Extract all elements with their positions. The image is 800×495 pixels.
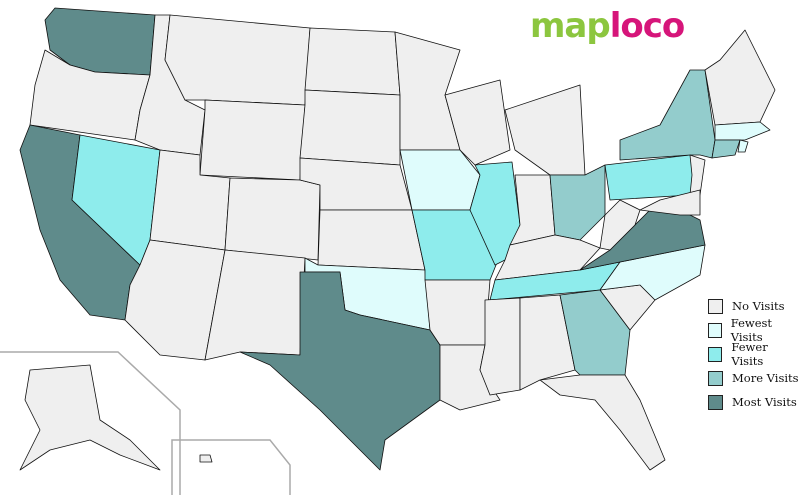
- legend-label: Fewer Visits: [731, 340, 768, 368]
- state-wi[interactable]: [444, 79, 511, 166]
- state-ne_me[interactable]: [704, 29, 776, 126]
- state-ri[interactable]: [737, 139, 749, 153]
- legend-item-more: More Visits: [708, 366, 800, 390]
- state-fl[interactable]: [539, 374, 666, 471]
- state-ar[interactable]: [424, 279, 491, 346]
- state-tx[interactable]: [239, 271, 441, 471]
- legend-swatch: [708, 322, 722, 338]
- state-wy[interactable]: [199, 99, 306, 181]
- legend-label: No Visits: [732, 299, 785, 313]
- state-ny[interactable]: [619, 69, 716, 161]
- state-co[interactable]: [224, 177, 321, 261]
- state-ms[interactable]: [479, 297, 521, 396]
- state-sd[interactable]: [299, 89, 401, 166]
- state-ct[interactable]: [711, 139, 741, 159]
- state-mi[interactable]: [504, 84, 586, 176]
- state-oh[interactable]: [549, 164, 606, 241]
- legend-swatch: [708, 370, 723, 386]
- state-mt[interactable]: [164, 14, 311, 106]
- state-mn[interactable]: [394, 31, 461, 151]
- legend-label: More Visits: [732, 371, 799, 385]
- legend-item-most: Most Visits: [708, 390, 800, 414]
- hawaii-inset-border: [171, 439, 291, 495]
- state-ia[interactable]: [399, 149, 481, 211]
- legend: No Visits Fewest Visits Fewer Visits Mor…: [708, 294, 800, 414]
- state-nj[interactable]: [689, 154, 706, 196]
- state-ma[interactable]: [714, 121, 771, 141]
- state-md[interactable]: [639, 189, 701, 216]
- state-il[interactable]: [469, 161, 521, 266]
- legend-item-fewer: Fewer Visits: [708, 340, 800, 368]
- legend-swatch: [708, 298, 723, 314]
- legend-swatch: [708, 394, 723, 410]
- legend-item-fewest: Fewest Visits: [708, 316, 800, 344]
- logo-loco: loco: [609, 6, 686, 46]
- state-al[interactable]: [519, 294, 576, 391]
- state-nd[interactable]: [304, 27, 401, 96]
- legend-swatch: [708, 346, 723, 362]
- alaska-inset-border: [0, 351, 181, 495]
- state-ak[interactable]: [19, 364, 161, 471]
- state-ks[interactable]: [317, 209, 426, 271]
- legend-item-none: No Visits: [708, 294, 800, 318]
- state-hi[interactable]: [199, 454, 213, 463]
- legend-label: Most Visits: [732, 395, 797, 409]
- maploco-logo: maploco: [530, 6, 686, 46]
- legend-label: Fewest Visits: [730, 316, 773, 344]
- logo-map: map: [530, 6, 611, 46]
